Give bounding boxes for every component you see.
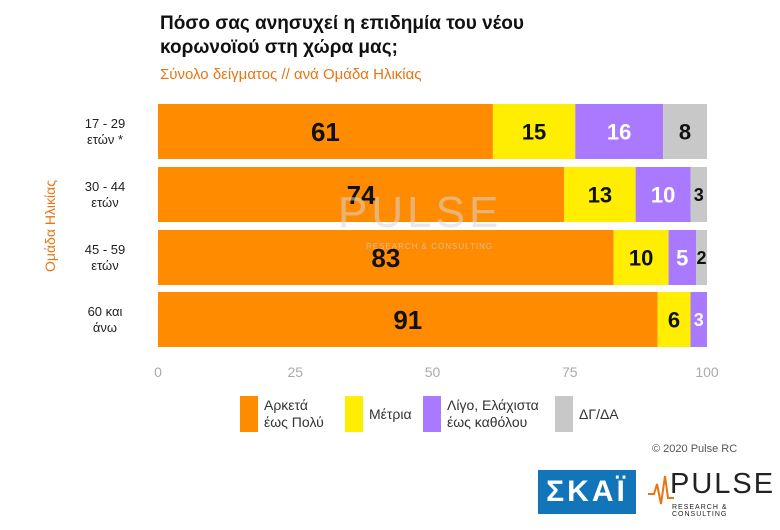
bar-segment bbox=[158, 292, 658, 347]
data-label: 61 bbox=[311, 117, 340, 147]
data-label: 5 bbox=[676, 245, 688, 270]
watermark-text: PULSE bbox=[338, 188, 503, 237]
bar-segment bbox=[158, 167, 565, 222]
legend-label-line: έως καθόλου bbox=[447, 414, 528, 430]
data-label: 8 bbox=[679, 119, 691, 144]
data-label: 13 bbox=[588, 182, 612, 207]
legend-label-line: έως Πολύ bbox=[264, 414, 324, 430]
skai-logo-text: ΣΚΑΪ bbox=[546, 475, 628, 508]
bar-segment bbox=[657, 292, 691, 347]
legend-label-line: ΔΓ/ΔΑ bbox=[579, 405, 619, 422]
category-label-line: ετών bbox=[91, 194, 119, 210]
pulse-wave-icon bbox=[648, 475, 674, 505]
legend-swatch bbox=[240, 396, 258, 432]
skai-logo: ΣΚΑΪ bbox=[538, 470, 636, 514]
legend-label: ΔΓ/ΔΑ bbox=[579, 406, 619, 423]
data-label: 10 bbox=[651, 182, 675, 207]
x-tick-label: 25 bbox=[287, 364, 303, 380]
legend-label: Λίγο, Ελάχιστα έως καθόλου bbox=[447, 397, 539, 431]
category-label-line: ετών bbox=[91, 257, 119, 273]
legend-label-line: Λίγο, Ελάχιστα bbox=[447, 397, 539, 413]
chart-subtitle: Σύνολο δείγματος // ανά Ομάδα Ηλικίας bbox=[160, 66, 422, 83]
category-label-line: ετών * bbox=[86, 131, 124, 147]
data-label: 3 bbox=[694, 310, 704, 330]
category-label: 30 - 44 ετών bbox=[60, 179, 150, 211]
bar-segment bbox=[575, 104, 664, 159]
x-tick-label: 50 bbox=[425, 364, 441, 380]
legend-swatch bbox=[345, 396, 363, 432]
legend-label: Μέτρια bbox=[369, 406, 412, 423]
bar-segment bbox=[492, 104, 576, 159]
bar-segment bbox=[613, 230, 669, 285]
legend-item: ΔΓ/ΔΑ bbox=[555, 396, 619, 432]
data-label: 15 bbox=[522, 119, 546, 144]
watermark-subtext: RESEARCH & CONSULTING bbox=[366, 242, 494, 251]
legend-label-line: Αρκετά bbox=[264, 397, 308, 413]
legend-item: Αρκετά έως Πολύ bbox=[240, 396, 324, 432]
data-label: 83 bbox=[371, 243, 400, 273]
legend-swatch bbox=[555, 396, 573, 432]
legend-label: Αρκετά έως Πολύ bbox=[264, 397, 324, 431]
category-label-line: 60 και bbox=[87, 303, 123, 319]
category-label: 45 - 59 ετών bbox=[60, 242, 150, 274]
legend-swatch bbox=[423, 396, 441, 432]
legend-item: Μέτρια bbox=[345, 396, 412, 432]
category-label-line: 45 - 59 bbox=[84, 241, 126, 257]
pulse-logo: PULSE RESEARCH & CONSULTING bbox=[648, 468, 773, 518]
x-tick-label: 100 bbox=[695, 364, 719, 380]
pulse-logo-subtext: RESEARCH & CONSULTING bbox=[672, 504, 728, 518]
category-label: 17 - 29 ετών * bbox=[60, 116, 150, 148]
category-label: 60 και άνω bbox=[60, 304, 150, 336]
category-label-line: 30 - 44 bbox=[84, 178, 126, 194]
data-label: 74 bbox=[347, 180, 376, 210]
data-label: 16 bbox=[607, 119, 631, 144]
category-label-line: 17 - 29 bbox=[84, 115, 126, 131]
bar-segment bbox=[690, 167, 707, 222]
bar-segment bbox=[663, 104, 707, 159]
x-tick-label: 75 bbox=[562, 364, 578, 380]
bar-segment bbox=[564, 167, 636, 222]
data-label: 3 bbox=[694, 185, 704, 205]
bar-segment bbox=[668, 230, 697, 285]
legend-label-line: Μέτρια bbox=[369, 405, 412, 422]
chart-title: Πόσο σας ανησυχεί η επιδημία του νέου κο… bbox=[160, 13, 524, 58]
data-label: 91 bbox=[393, 305, 422, 335]
data-label: 10 bbox=[629, 245, 653, 270]
bar-segment bbox=[635, 167, 691, 222]
bar-segment bbox=[690, 292, 707, 347]
data-label: 6 bbox=[668, 307, 680, 332]
x-tick-label: 0 bbox=[154, 364, 162, 380]
legend-item: Λίγο, Ελάχιστα έως καθόλου bbox=[423, 396, 539, 432]
bar-segment bbox=[158, 230, 614, 285]
pulse-logo-text: PULSE bbox=[670, 468, 776, 500]
category-label-line: άνω bbox=[92, 319, 118, 335]
bar-segment bbox=[696, 230, 707, 285]
data-label: 2 bbox=[697, 248, 707, 268]
bar-segment bbox=[158, 104, 493, 159]
copyright-text: © 2020 Pulse RC bbox=[652, 443, 738, 455]
